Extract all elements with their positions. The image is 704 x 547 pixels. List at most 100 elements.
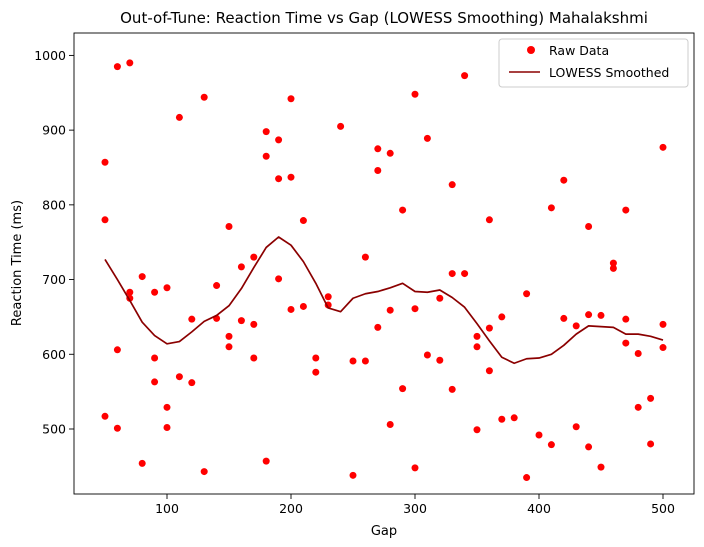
x-tick-label: 500 <box>651 501 675 516</box>
data-point <box>572 322 580 330</box>
data-point <box>659 344 667 352</box>
data-point <box>374 145 382 153</box>
data-point <box>547 441 555 449</box>
x-tick-label: 200 <box>279 501 303 516</box>
scatter-series <box>101 59 667 482</box>
x-tick-label: 100 <box>155 501 179 516</box>
data-point <box>597 463 605 471</box>
data-point <box>324 293 332 301</box>
data-point <box>287 305 295 313</box>
data-point <box>523 290 531 298</box>
data-point <box>163 424 171 432</box>
data-point <box>386 421 394 429</box>
data-point <box>200 93 208 101</box>
data-point <box>349 357 357 365</box>
data-point <box>200 468 208 476</box>
data-point <box>225 223 233 231</box>
data-point <box>151 354 159 362</box>
data-point <box>225 332 233 340</box>
data-point <box>374 166 382 174</box>
data-point <box>597 311 605 319</box>
data-point <box>473 426 481 434</box>
data-point <box>275 275 283 283</box>
data-point <box>659 143 667 151</box>
data-point <box>523 474 531 482</box>
data-point <box>287 173 295 181</box>
y-tick-label: 700 <box>42 272 66 287</box>
data-point <box>411 464 419 472</box>
data-point <box>262 152 270 160</box>
legend-raw-label: Raw Data <box>549 43 609 58</box>
data-point <box>101 412 109 420</box>
data-point <box>175 113 183 121</box>
data-point <box>163 284 171 292</box>
data-point <box>473 332 481 340</box>
data-point <box>138 273 146 281</box>
data-point <box>299 217 307 225</box>
data-point <box>498 313 506 321</box>
data-point <box>498 415 506 423</box>
data-point <box>361 357 369 365</box>
legend-raw-marker <box>527 46 535 54</box>
data-point <box>423 351 431 359</box>
x-tick-label: 300 <box>403 501 427 516</box>
data-point <box>448 385 456 393</box>
data-point <box>585 311 593 319</box>
data-point <box>647 440 655 448</box>
lowess-series <box>104 236 664 365</box>
y-tick-label: 800 <box>42 197 66 212</box>
data-point <box>510 414 518 422</box>
data-point <box>213 282 221 290</box>
plot-area: 100 200 300 400 500 500 600 700 800 900 1000 <box>34 32 695 516</box>
legend-box <box>498 38 689 88</box>
data-point <box>585 443 593 451</box>
data-point <box>485 216 493 224</box>
data-point <box>126 288 134 296</box>
data-point <box>151 288 159 296</box>
data-point <box>312 354 320 362</box>
y-tick-label: 1000 <box>34 48 66 63</box>
data-point <box>622 206 630 214</box>
data-point <box>138 459 146 467</box>
data-point <box>535 431 543 439</box>
data-point <box>622 339 630 347</box>
data-point <box>250 320 258 328</box>
y-axis: 500 600 700 800 900 1000 <box>34 48 74 436</box>
data-point <box>163 403 171 411</box>
data-point <box>386 149 394 157</box>
data-point <box>609 259 617 267</box>
data-point <box>374 323 382 331</box>
data-point <box>237 317 245 325</box>
data-point <box>349 471 357 479</box>
data-point <box>572 423 580 431</box>
data-point <box>299 302 307 310</box>
data-point <box>547 204 555 212</box>
data-point <box>560 176 568 184</box>
data-point <box>101 216 109 224</box>
x-axis-label: Gap <box>371 524 397 539</box>
y-tick-label: 600 <box>42 347 66 362</box>
data-point <box>634 403 642 411</box>
data-point <box>275 175 283 183</box>
data-point <box>448 181 456 189</box>
data-point <box>250 253 258 261</box>
data-point <box>585 223 593 231</box>
data-point <box>237 263 245 271</box>
data-point <box>423 134 431 142</box>
data-point <box>436 356 444 364</box>
y-tick-label: 500 <box>42 421 66 436</box>
data-point <box>250 354 258 362</box>
data-point <box>461 72 469 80</box>
data-point <box>647 394 655 402</box>
y-axis-label: Reaction Time (ms) <box>10 200 25 326</box>
data-point <box>436 294 444 302</box>
data-point <box>188 379 196 387</box>
data-point <box>113 63 121 71</box>
data-point <box>411 90 419 98</box>
data-point <box>485 367 493 375</box>
data-point <box>485 324 493 332</box>
data-point <box>560 314 568 322</box>
data-point <box>151 378 159 386</box>
data-point <box>622 315 630 323</box>
